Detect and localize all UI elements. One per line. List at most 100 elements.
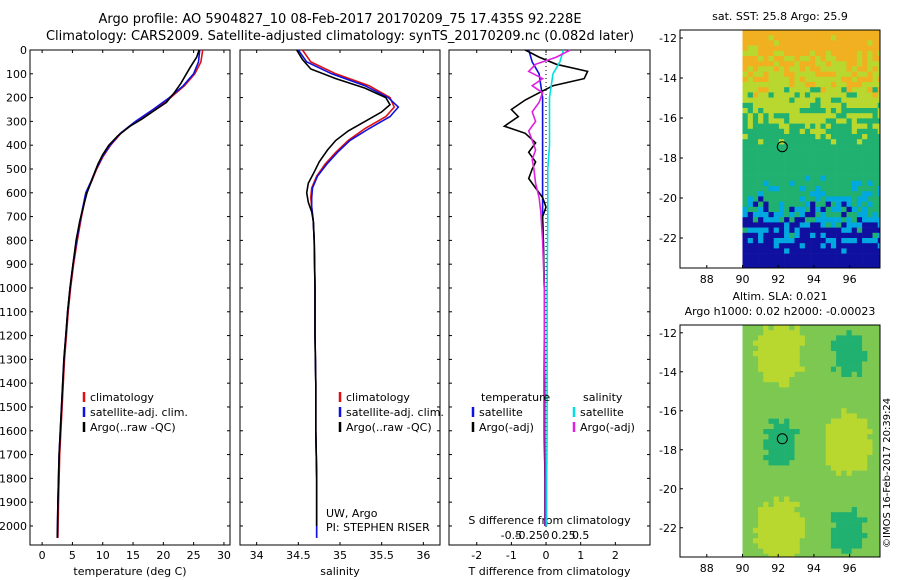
sst-map-cell: [799, 238, 806, 244]
sst-map-cell: [778, 160, 785, 166]
sla-map-cell: [799, 533, 806, 539]
sst-map-cell: [846, 71, 852, 78]
depth-tick-label: 600: [6, 187, 27, 200]
sst-map-cell: [794, 82, 800, 88]
sst-map-cell: [768, 253, 774, 260]
sst-map-cell: [789, 258, 795, 265]
sst-map-cell: [768, 134, 774, 140]
sst-map-cell: [841, 102, 847, 109]
sst-map-cell: [804, 212, 811, 218]
sst-map-cell: [867, 61, 873, 67]
sla-map-cell: [851, 330, 858, 336]
sst-map-cell: [804, 180, 811, 187]
sla-map-cell: [841, 366, 847, 373]
sst-map-cell: [752, 196, 759, 202]
sst-map-cell: [841, 248, 847, 254]
sla-map-cell: [789, 460, 795, 466]
sst-map-cell: [758, 40, 764, 46]
sla-map-cell: [846, 340, 852, 347]
sla-map-cell: [867, 533, 873, 539]
sst-map-cell: [836, 87, 842, 93]
s-difference-axis-label: S difference from climatology: [468, 514, 631, 527]
sla-map-cell: [778, 351, 785, 357]
sla-map-cell: [867, 397, 873, 404]
sst-map-cell: [742, 108, 748, 114]
sla-map-cell: [810, 429, 816, 435]
sla-map-cell: [742, 361, 748, 367]
sla-map-cell: [747, 491, 754, 497]
sla-map-cell: [867, 517, 873, 523]
sla-map-cell: [794, 455, 800, 461]
sla-map-cell: [830, 361, 837, 367]
sst-map-cell: [872, 212, 878, 218]
sla-map-cell: [841, 486, 847, 492]
sla-map-cell: [872, 392, 878, 399]
sst-map-cell: [815, 76, 821, 83]
sla-map-cell: [742, 548, 748, 555]
sla-map-cell: [851, 470, 858, 477]
sst-map-cell: [841, 139, 847, 145]
sst-map-cell: [747, 149, 754, 156]
sst-map-cell: [846, 82, 852, 88]
sst-map-cell: [825, 102, 832, 109]
sla-map-cell: [747, 345, 754, 352]
sst-map-cell: [799, 258, 806, 265]
sla-map-cell: [804, 553, 811, 558]
sla-map-cell: [825, 330, 832, 336]
sst-map-cell: [773, 264, 780, 269]
sla-map-cell: [867, 330, 873, 336]
sla-map-cell: [841, 423, 847, 430]
sla-map-cell: [747, 356, 754, 362]
sla-map-cell: [773, 392, 780, 399]
sst-map-cell: [862, 40, 868, 46]
sla-map-cell: [877, 470, 881, 477]
sst-map-cell: [830, 45, 837, 52]
sst-map-cell: [877, 71, 881, 78]
sla-map-cell: [867, 345, 873, 352]
sst-map-cell: [742, 191, 748, 197]
sst-map-cell: [877, 108, 881, 114]
sla-map-cell: [784, 543, 790, 549]
sla-map-cell: [763, 553, 769, 558]
sla-map-cell: [851, 460, 858, 466]
sla-map-cell: [752, 449, 759, 456]
sst-map-cell: [810, 92, 816, 98]
sst-map-cell: [836, 35, 842, 41]
sst-map-cell: [778, 253, 785, 260]
sst-map-cell: [804, 232, 811, 239]
sla-map-cell: [752, 340, 759, 347]
sla-map-cell: [747, 517, 754, 523]
sla-map-cell: [768, 553, 774, 558]
sla-map-cell: [872, 408, 878, 414]
sst-map-cell: [836, 196, 842, 202]
sla-map-cell: [815, 340, 821, 347]
sst-map-cell: [768, 160, 774, 166]
sla-map-cell: [794, 382, 800, 388]
sla-map-cell: [799, 335, 806, 341]
sla-map-cell: [851, 517, 858, 523]
sst-map-cell: [804, 196, 811, 202]
sst-map-cell: [872, 180, 878, 187]
sst-map-cell: [747, 206, 754, 213]
sst-map-cell: [815, 175, 821, 182]
sla-map-cell: [752, 351, 759, 357]
sst-map-cell: [867, 186, 873, 192]
sst-map-cell: [778, 61, 785, 67]
sst-map-cell: [877, 217, 881, 223]
sla-map-cell: [747, 470, 754, 477]
sst-map-cell: [778, 92, 785, 98]
sla-map-cell: [862, 366, 868, 373]
sst-map-cell: [851, 40, 858, 46]
sla-map-cell: [794, 351, 800, 357]
sst-map-cell: [794, 128, 800, 135]
sst-map-cell: [799, 30, 806, 36]
sla-map-cell: [867, 382, 873, 388]
sla-map-cell: [799, 439, 806, 445]
sst-map-cell: [846, 253, 852, 260]
sla-map-cell: [862, 449, 868, 456]
sst-map-cell: [862, 30, 868, 36]
sla-map-cell: [799, 423, 806, 430]
sla-map-cell: [846, 501, 852, 508]
sst-map-cell: [810, 165, 816, 171]
sst-map-cell: [789, 243, 795, 249]
